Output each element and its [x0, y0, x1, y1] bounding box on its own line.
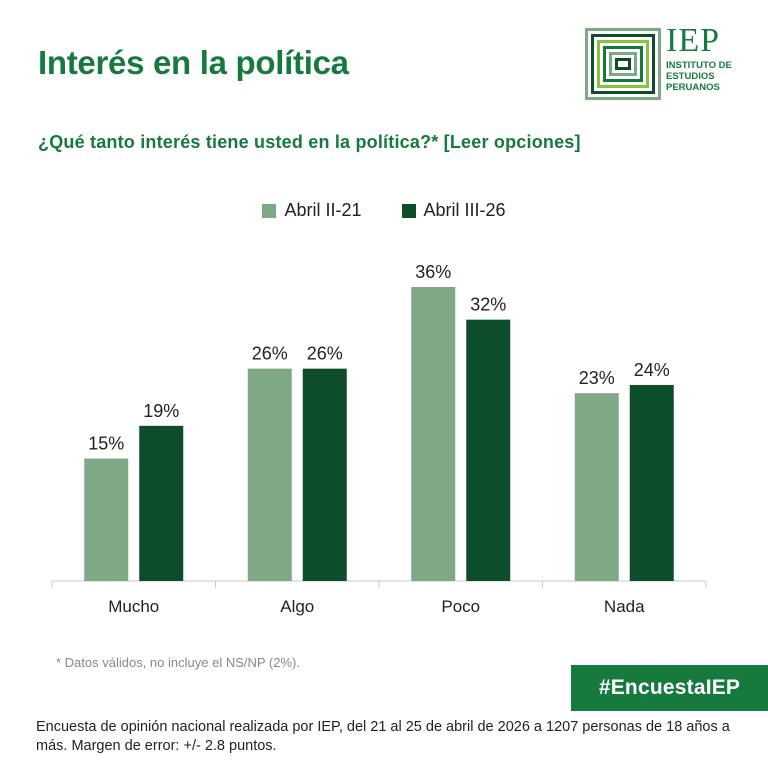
bar-poco-series-2 [466, 319, 511, 581]
bar-chart: 15% 19% Mucho 26% 26% Algo 36% 32% Poco 23% 24% Nad… [51, 262, 707, 616]
bar-nada-series-2 [629, 385, 674, 581]
survey-question: ¿Qué tanto interés tiene usted en la pol… [38, 132, 581, 152]
data-label: 36% [415, 262, 451, 282]
logo-line: ESTUDIOS [666, 71, 715, 82]
chart-legend: Abril II-21 Abril III-26 [0, 200, 768, 221]
category-label: Nada [604, 597, 645, 616]
bar-nada-series-1 [574, 393, 619, 581]
logo-line: PERUANOS [666, 82, 720, 93]
data-label: 19% [143, 401, 179, 421]
legend-swatch-series-2 [401, 203, 416, 218]
logo-line: INSTITUTO DE [666, 60, 732, 71]
footnote: * Datos válidos, no incluye el NS/NP (2%… [56, 655, 300, 670]
logo-subtitle: INSTITUTO DE ESTUDIOS PERUANOS [666, 60, 756, 93]
legend-label: Abril III-26 [423, 200, 506, 220]
data-label: 15% [88, 434, 124, 454]
iep-logo-icon [585, 28, 661, 100]
bar-algo-series-1 [247, 368, 292, 581]
bar-algo-series-2 [302, 368, 347, 581]
page-title: Interés en la política [38, 44, 349, 81]
bar-poco-series-1 [411, 287, 456, 581]
category-label: Poco [441, 597, 480, 616]
logo-name: IEP [666, 22, 720, 59]
bar-mucho-series-1 [84, 458, 129, 581]
survey-source-note: Encuesta de opinión nacional realizada p… [36, 719, 730, 754]
data-label: 32% [470, 295, 506, 315]
data-label: 26% [307, 344, 343, 364]
hashtag-badge: #EncuestaIEP [571, 665, 768, 711]
legend-label: Abril II-21 [284, 200, 362, 220]
data-label: 26% [252, 344, 288, 364]
legend-item: Abril II-21 [262, 200, 362, 221]
data-label: 23% [579, 368, 615, 388]
legend-swatch-series-1 [262, 203, 277, 218]
data-label: 24% [634, 360, 670, 380]
bar-mucho-series-2 [139, 425, 184, 581]
legend-item: Abril III-26 [401, 200, 506, 221]
category-label: Mucho [108, 597, 159, 616]
category-label: Algo [280, 597, 314, 616]
